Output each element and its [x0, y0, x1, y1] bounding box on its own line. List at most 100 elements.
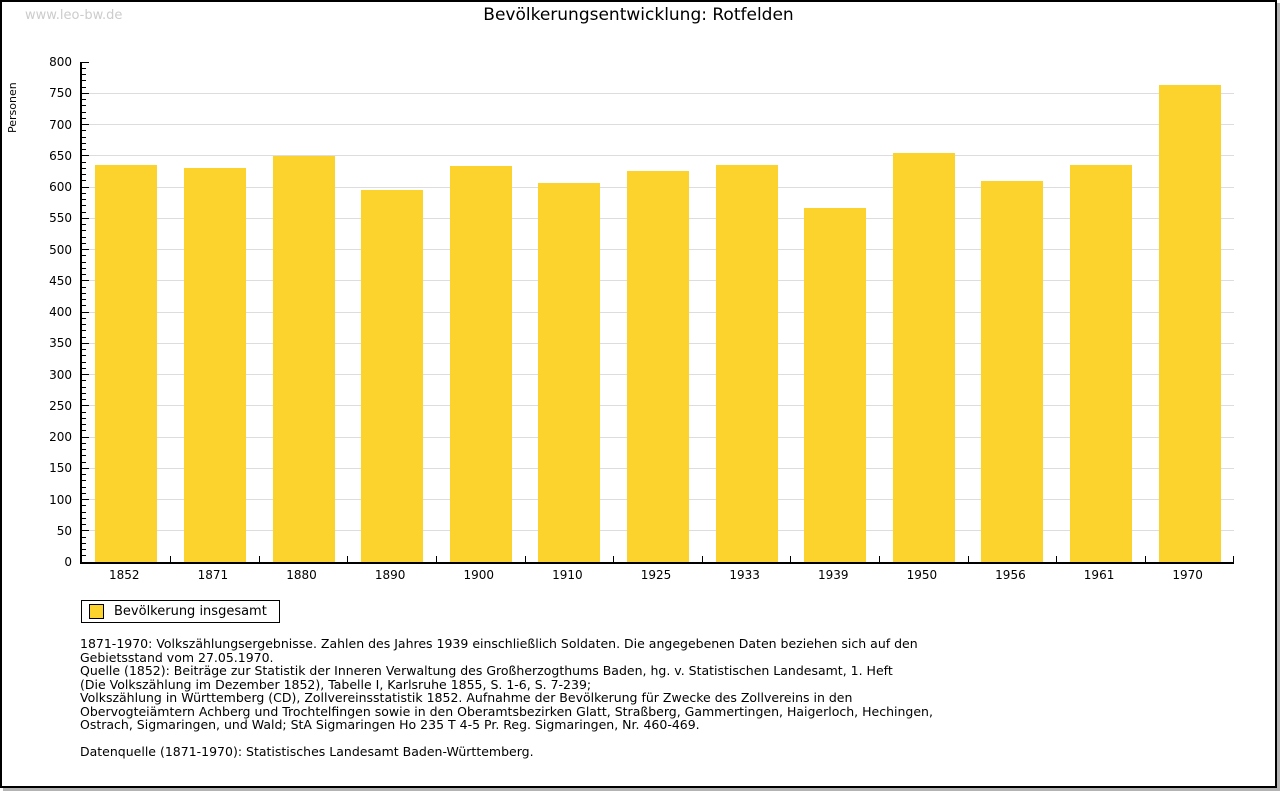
x-boundary-tick: [701, 556, 703, 562]
x-tick-label: 1970: [1172, 568, 1203, 582]
watermark: www.leo-bw.de: [25, 8, 123, 23]
chart-title: Bevölkerungsentwicklung: Rotfelden: [483, 5, 794, 25]
x-tick-label: 1956: [995, 568, 1026, 582]
bar-1852: [95, 164, 158, 562]
y-minor-tick: [82, 386, 86, 388]
gridline: [82, 155, 1234, 157]
y-minor-tick: [82, 242, 86, 244]
footnote-line: 1871-1970: Volkszählungsergebnisse. Zahl…: [80, 636, 918, 651]
y-minor-tick: [82, 361, 86, 363]
x-boundary-tick: [170, 556, 172, 562]
footnote-line: Quelle (1852): Beiträge zur Statistik de…: [80, 663, 893, 678]
y-minor-tick: [82, 417, 86, 419]
y-minor-tick: [82, 430, 86, 432]
plot-area: [80, 61, 1234, 564]
y-minor-tick: [82, 192, 86, 194]
x-tick-label: 1925: [640, 568, 672, 582]
y-minor-tick: [82, 474, 86, 475]
y-minor-tick: [82, 180, 86, 182]
x-boundary-tick: [435, 556, 437, 562]
bar-1900: [449, 166, 512, 562]
bar-1950: [892, 152, 955, 562]
y-minor-tick: [82, 480, 86, 482]
y-minor-tick: [82, 442, 86, 444]
y-minor-tick: [82, 536, 86, 538]
y-minor-tick: [82, 142, 86, 144]
x-boundary-tick: [1056, 556, 1058, 562]
y-minor-tick: [82, 236, 86, 238]
y-tick-label: 750: [49, 86, 72, 101]
x-tick-label: 1880: [286, 568, 317, 582]
y-minor-tick: [82, 461, 86, 463]
legend-box: Bevölkerung insgesamt: [81, 600, 280, 623]
x-axis-end-tick: [1233, 556, 1234, 562]
y-tick-label: 300: [49, 367, 72, 382]
y-minor-tick: [82, 392, 86, 394]
y-minor-tick: [82, 449, 86, 450]
y-minor-tick: [82, 336, 86, 338]
y-major-tick: [82, 436, 89, 438]
y-minor-tick: [82, 542, 86, 544]
bar-1970: [1158, 84, 1221, 562]
y-major-tick: [82, 249, 89, 250]
y-minor-tick: [82, 355, 86, 357]
y-minor-tick: [82, 317, 86, 319]
y-minor-tick: [82, 349, 86, 350]
datasource-line: Datenquelle (1871-1970): Statistisches L…: [80, 743, 534, 759]
y-tick-label: 550: [49, 211, 72, 226]
y-minor-tick: [82, 174, 86, 175]
y-major-tick: [82, 186, 89, 188]
y-minor-tick: [82, 86, 86, 88]
y-tick-label: 800: [49, 55, 72, 69]
footnote-line: Gebietsstand vom 27.05.1970.: [80, 649, 274, 665]
x-axis-tick-labels: 1852 1871 1880 1890 1900 1910 1925 1933 1939 1950…: [80, 568, 1232, 586]
bar-1925: [627, 170, 689, 562]
bar-1880: [272, 156, 335, 562]
y-major-tick: [82, 280, 89, 282]
y-minor-tick: [82, 555, 86, 557]
y-minor-tick: [82, 492, 86, 494]
x-tick-label: 1910: [552, 568, 583, 582]
x-boundary-tick: [879, 556, 881, 562]
y-minor-tick: [82, 267, 86, 269]
y-minor-tick: [82, 167, 86, 169]
y-minor-tick: [82, 111, 86, 113]
y-minor-tick: [82, 67, 86, 69]
y-tick-label: 200: [49, 430, 72, 444]
gridline: [82, 92, 1234, 94]
y-tick-label: 600: [49, 180, 72, 194]
y-minor-tick: [82, 324, 86, 325]
bar-1939: [804, 207, 867, 562]
x-boundary-tick: [347, 556, 349, 562]
x-tick-label: 1939: [817, 568, 849, 582]
x-boundary-tick: [258, 556, 260, 562]
y-minor-tick: [82, 161, 86, 163]
y-minor-tick: [82, 286, 86, 288]
y-minor-tick: [82, 224, 86, 225]
bar-1871: [183, 168, 246, 562]
y-minor-tick: [82, 205, 86, 207]
x-tick-label: 1950: [906, 568, 938, 582]
x-tick-label: 1900: [463, 568, 495, 582]
y-tick-label: 400: [49, 305, 72, 319]
y-tick-label: 150: [49, 461, 72, 476]
y-major-tick: [82, 561, 89, 563]
y-minor-tick: [82, 380, 86, 382]
bar-1910: [538, 182, 601, 562]
y-minor-tick: [82, 367, 86, 369]
y-minor-tick: [82, 274, 86, 275]
y-axis-tick-labels: 0 50 100 150 200 250 300 350 400 450 500 550 600 650 7…: [2, 55, 72, 569]
bar-1933: [715, 164, 778, 562]
x-boundary-tick: [613, 556, 615, 562]
y-tick-label: 450: [49, 273, 72, 288]
y-minor-tick: [82, 411, 86, 413]
y-minor-tick: [82, 136, 86, 138]
y-minor-tick: [82, 199, 86, 200]
x-boundary-tick: [967, 556, 969, 562]
footnote-line: Volkszählung in Württemberg (CD), Zollve…: [80, 690, 853, 705]
y-minor-tick: [82, 524, 86, 525]
y-tick-label: 100: [49, 492, 72, 507]
x-boundary-tick: [790, 556, 792, 562]
y-minor-tick: [82, 74, 86, 75]
y-major-tick: [82, 155, 89, 157]
